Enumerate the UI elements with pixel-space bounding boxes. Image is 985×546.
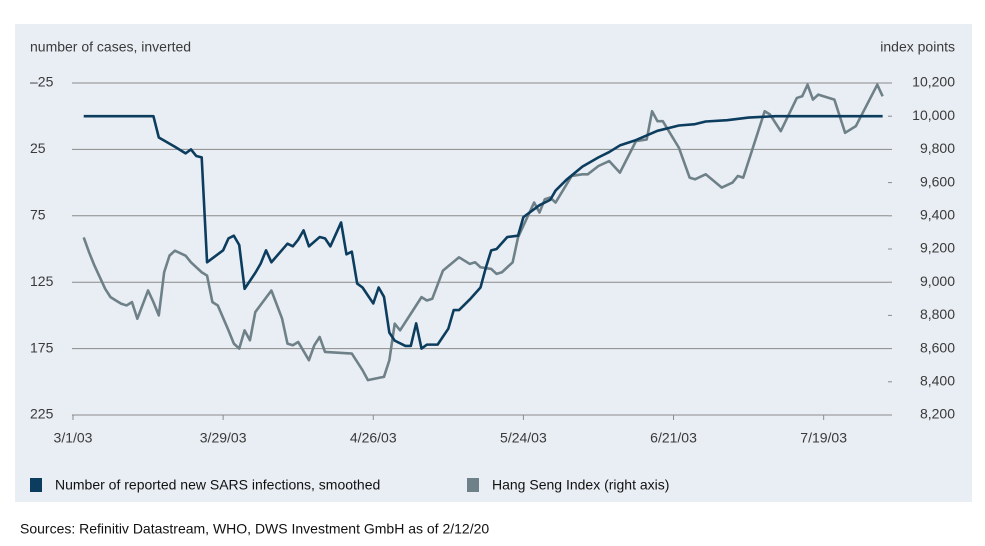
x-tick-label: 7/19/03	[800, 430, 847, 446]
series-line	[83, 114, 883, 350]
legend-swatch	[30, 478, 42, 492]
x-tick-label: 6/21/03	[650, 430, 697, 446]
y2-tick-label: 9,200	[920, 240, 955, 256]
y-tick-label: 125	[30, 273, 54, 289]
y2-tick-label: 8,400	[920, 373, 955, 389]
y-tick-label: 175	[30, 339, 54, 355]
y2-tick-label: 10,200	[912, 74, 955, 90]
y-tick-label: 25	[30, 140, 46, 156]
source-note: Sources: Refinitiv Datastream, WHO, DWS …	[20, 521, 489, 537]
legend-label: Number of reported new SARS infections, …	[55, 477, 380, 493]
y2-tick-label: 8,600	[920, 339, 955, 355]
series-line	[82, 83, 884, 382]
legend-swatch	[467, 478, 479, 492]
chart-panel	[15, 24, 972, 502]
x-tick-label: 4/26/03	[350, 430, 397, 446]
y2-tick-label: 9,000	[920, 273, 955, 289]
y2-tick-label: 8,800	[920, 306, 955, 322]
y-axis-label: number of cases, inverted	[30, 39, 191, 55]
y-tick-label: 225	[30, 406, 54, 422]
x-tick-label: 5/24/03	[500, 430, 547, 446]
x-tick-label: 3/29/03	[200, 430, 247, 446]
y2-axis-label: index points	[880, 39, 955, 55]
y2-tick-label: 10,000	[912, 107, 955, 123]
y2-tick-label: 9,600	[920, 173, 955, 189]
y2-tick-label: 9,800	[920, 140, 955, 156]
legend-label: Hang Seng Index (right axis)	[492, 477, 669, 493]
x-tick-label: 3/1/03	[54, 430, 93, 446]
y-tick-label: –25	[30, 74, 54, 90]
y-tick-label: 75	[30, 207, 46, 223]
y2-tick-label: 8,200	[920, 406, 955, 422]
y2-tick-label: 9,400	[920, 207, 955, 223]
